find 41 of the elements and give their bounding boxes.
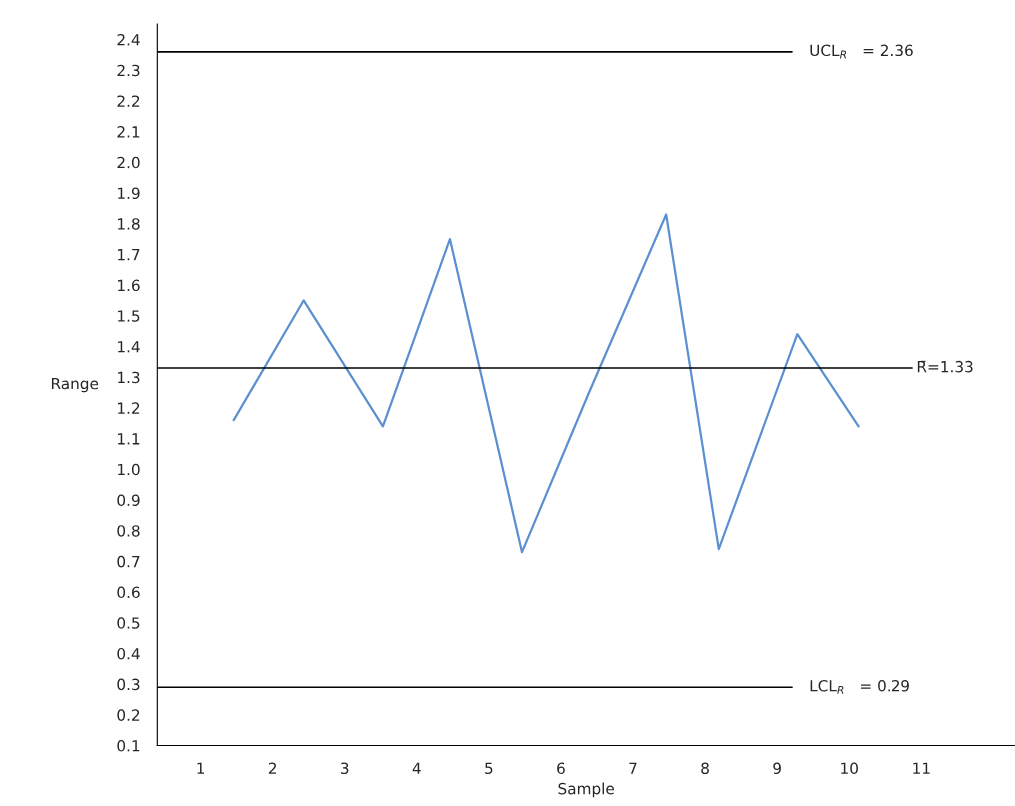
y-tick-label: 1.1 — [118, 433, 140, 445]
x-tick-label: 5 — [485, 762, 493, 775]
y-tick-label: 2.4 — [117, 33, 140, 46]
y-tick-label: 1.6 — [118, 279, 140, 292]
x-tick-label: 3 — [341, 762, 349, 775]
y-tick-label: 1.4 — [118, 341, 140, 353]
y-tick-label: 2.0 — [117, 156, 140, 169]
x-tick-label: 7 — [629, 762, 637, 774]
y-tick-label: 1.8 — [118, 218, 140, 230]
x-tick-label: 10 — [841, 762, 858, 775]
y-tick-label: 0.7 — [117, 555, 140, 568]
ref-line-label: R̄=1.33 — [917, 360, 973, 373]
y-axis-title: Range — [51, 377, 99, 393]
y-tick-label: 0.2 — [117, 709, 140, 721]
y-tick-label: 2.2 — [117, 95, 140, 107]
y-tick-label: 0.3 — [117, 678, 140, 691]
x-tick-label: 6 — [557, 762, 565, 775]
y-tick-label: 1.3 — [118, 371, 140, 384]
x-tick-label: 2 — [268, 762, 276, 774]
y-tick-label: 1.5 — [118, 310, 140, 322]
y-tick-label: 0.9 — [117, 494, 140, 506]
x-tick-label: 4 — [412, 762, 421, 774]
x-tick-label: 9 — [773, 762, 781, 775]
y-tick-label: 2.1 — [117, 126, 140, 138]
y-tick-label: 0.4 — [117, 647, 140, 660]
y-tick-label: 0.6 — [117, 586, 140, 599]
y-tick-label: 1.9 — [118, 187, 140, 200]
y-tick-label: 1.0 — [118, 463, 140, 476]
text: UCL$_{R}$ = 2.36 — [810, 44, 913, 59]
y-tick-label: 2.3 — [117, 64, 140, 77]
x-axis-title: Sample — [558, 782, 614, 798]
text: LCL$_{R}$ = 0.29 — [810, 679, 909, 694]
x-tick-label: 8 — [701, 762, 709, 775]
y-tick-label: 0.5 — [117, 617, 140, 629]
x-tick-label: 1 — [197, 762, 205, 774]
x-tick-label: 11 — [913, 762, 930, 774]
line-series — [232, 213, 860, 554]
y-tick-label: 1.2 — [118, 402, 140, 414]
y-tick-label: 1.7 — [118, 249, 140, 261]
y-tick-label: 0.1 — [117, 740, 140, 752]
y-tick-label: 0.8 — [117, 525, 140, 537]
